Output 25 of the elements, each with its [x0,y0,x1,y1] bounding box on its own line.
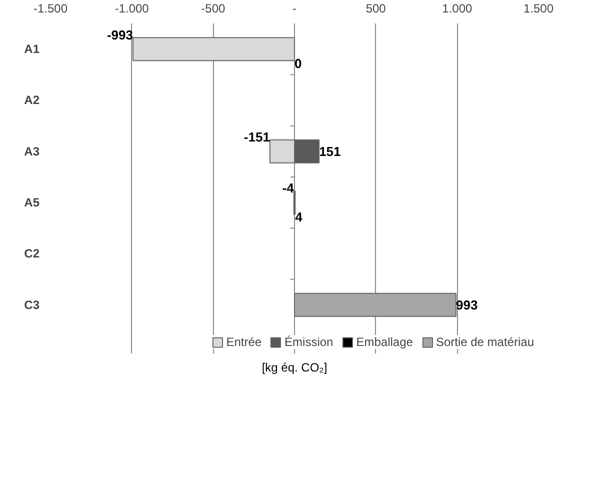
x-tick-label: -500 [201,2,226,16]
x-tick-label: - [292,2,296,16]
data-label: -993 [106,27,133,42]
data-label: 0 [294,56,302,71]
y-tick-label: C2 [24,246,40,261]
data-label: -4 [282,180,295,196]
legend-label: Émission [284,335,334,349]
y-tick-label: A3 [24,144,40,158]
x-tick-label: 500 [366,2,386,16]
x-tick-label: 1.500 [523,2,554,16]
legend-label: Sortie de matériau [436,335,534,349]
data-label: 151 [319,144,341,159]
x-tick-label: 1.000 [442,2,473,16]
data-label: 993 [456,297,478,312]
y-tick-label: A5 [24,196,40,210]
legend-label: Entrée [226,335,262,349]
x-axis-title: [kg éq. CO₂] [262,360,328,374]
y-tick-label: C3 [24,298,40,312]
data-label: 4 [295,209,304,224]
x-tick-label: -1.500 [33,2,68,16]
y-tick-label: A1 [24,42,40,56]
data-label: -151 [244,130,270,145]
x-tick-label: -1.000 [114,2,150,16]
y-tick-label: A2 [24,93,40,108]
legend-label: Emballage [356,335,413,349]
